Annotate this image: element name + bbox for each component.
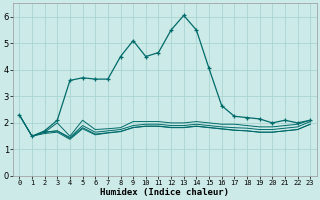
- X-axis label: Humidex (Indice chaleur): Humidex (Indice chaleur): [100, 188, 229, 197]
